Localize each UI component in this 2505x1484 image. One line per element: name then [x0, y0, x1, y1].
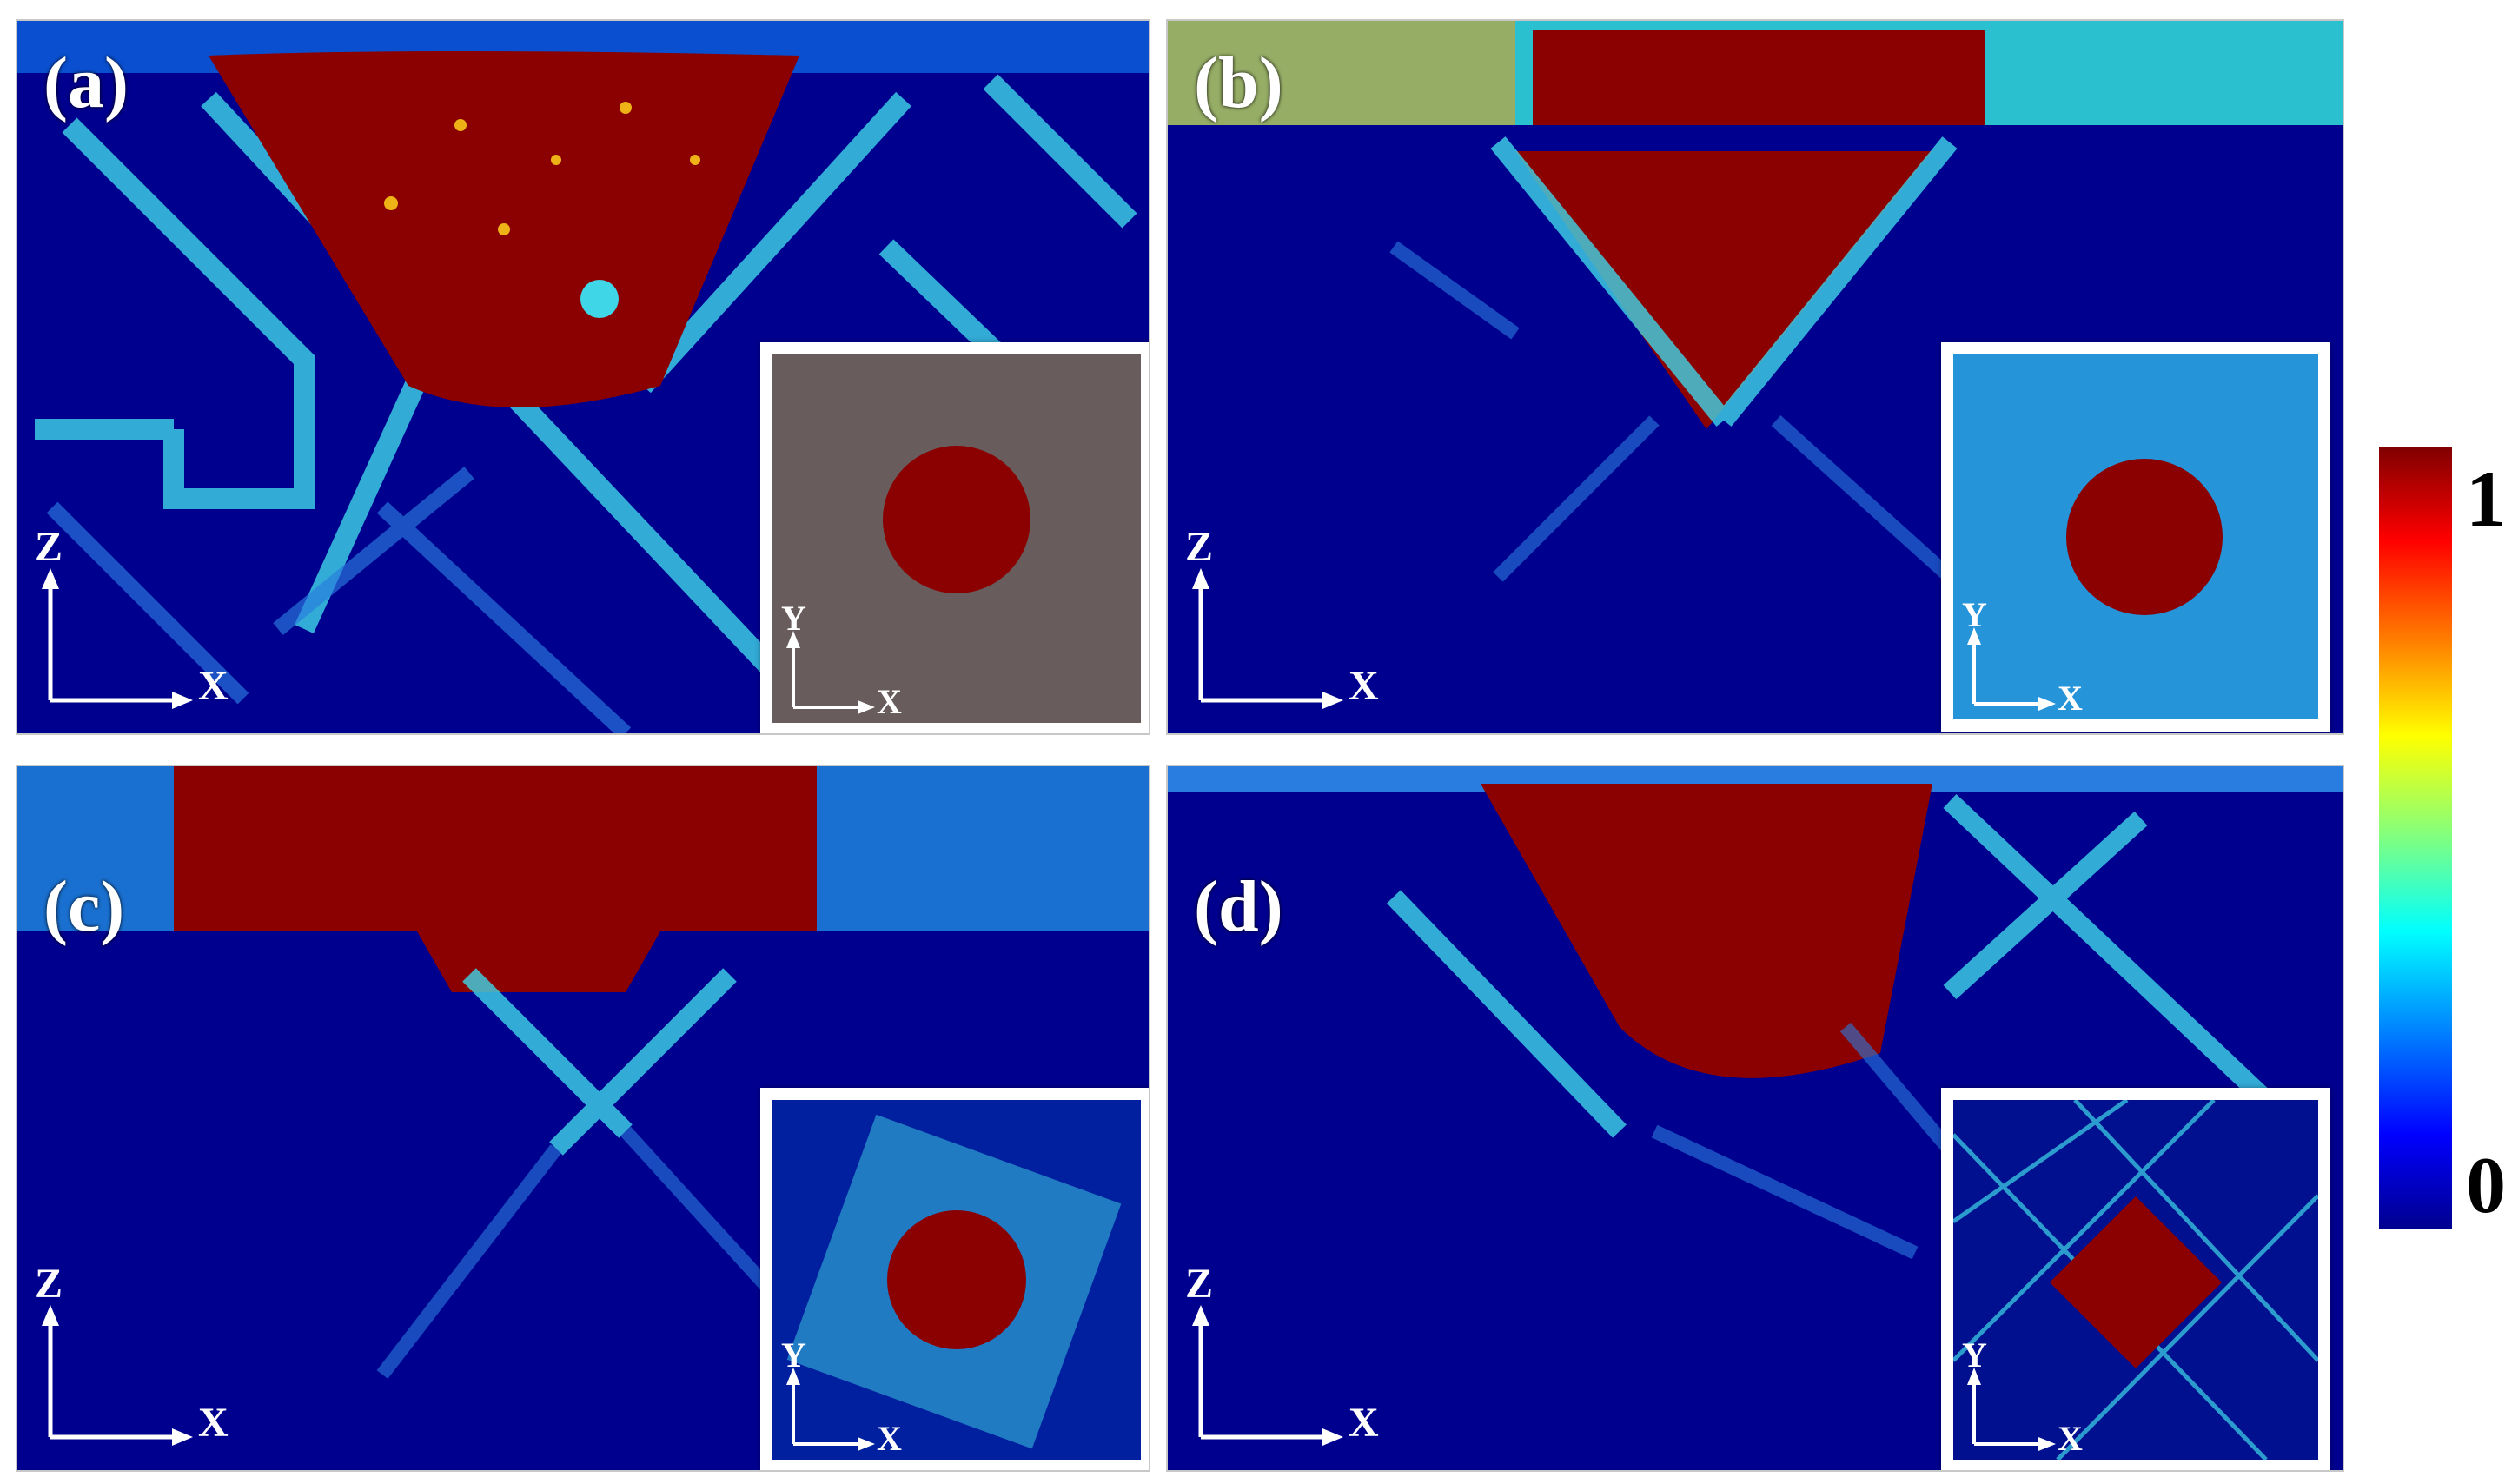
axis-x-label: X [1349, 1400, 1379, 1446]
axis-z-label: Z [35, 524, 63, 570]
axis-z-label: Z [1185, 524, 1214, 570]
panel-label: (d) [1194, 866, 1283, 947]
axis-z-label: Z [1185, 1261, 1214, 1307]
inset-image [772, 354, 1141, 723]
inset-axis-indicator: Y X [1962, 1335, 2084, 1456]
inset-image [1953, 354, 2318, 719]
inset-axis-indicator: Y X [781, 1335, 903, 1456]
inset-axis-y-label: Y [781, 1335, 806, 1375]
inset-axis-indicator: Y X [781, 599, 903, 719]
panel-d: (d) Z X [1166, 765, 2344, 1472]
axis-arrows [1192, 1305, 1343, 1446]
axis-arrows [1192, 568, 1343, 709]
inset-axis-x-label: X [877, 1419, 902, 1458]
inset-top-view-a: Y X [760, 342, 1149, 733]
panel-label: (a) [43, 43, 129, 123]
inset-axis-arrows [786, 1368, 875, 1451]
inset-axis-x-label: X [2058, 679, 2083, 718]
axis-indicator: Z X [33, 527, 242, 709]
inset-axis-y-label: Y [781, 599, 806, 638]
axis-x-label: X [198, 663, 229, 709]
inset-top-view-b: Y X [1941, 342, 2330, 732]
inset-axis-x-label: X [877, 682, 902, 721]
colorbar [2379, 447, 2452, 1229]
colorbar-min-label: 0 [2466, 1141, 2505, 1229]
inset-axis-arrows [1967, 1368, 2056, 1451]
panel-a: (a) Z X Y X [16, 19, 1150, 735]
axis-z-label: Z [35, 1261, 63, 1307]
inset-top-view-d: Y X [1941, 1088, 2330, 1470]
axis-arrows [42, 1305, 193, 1446]
axis-arrows [42, 568, 193, 709]
colorbar-max-label: 1 [2466, 454, 2505, 543]
inset-axis-arrows [1967, 627, 2056, 711]
axis-indicator: Z X [1183, 527, 1392, 709]
inset-axis-arrows [786, 631, 875, 714]
axis-indicator: Z X [1183, 1263, 1392, 1446]
axis-x-label: X [1349, 663, 1379, 709]
panel-label: (b) [1194, 43, 1283, 123]
panel-b: (b) Z X Y X [1166, 19, 2344, 735]
axis-x-label: X [198, 1400, 229, 1446]
inset-image [772, 1100, 1141, 1460]
inset-image [1953, 1100, 2318, 1460]
panel-c: (c) Z X Y X [16, 765, 1150, 1472]
inset-axis-x-label: X [2058, 1419, 2083, 1458]
inset-axis-y-label: Y [1962, 595, 1987, 634]
inset-top-view-c: Y X [760, 1088, 1149, 1470]
axis-indicator: Z X [33, 1263, 242, 1446]
inset-axis-y-label: Y [1962, 1335, 1987, 1375]
inset-axis-indicator: Y X [1962, 595, 2084, 716]
panel-label: (c) [43, 866, 125, 947]
